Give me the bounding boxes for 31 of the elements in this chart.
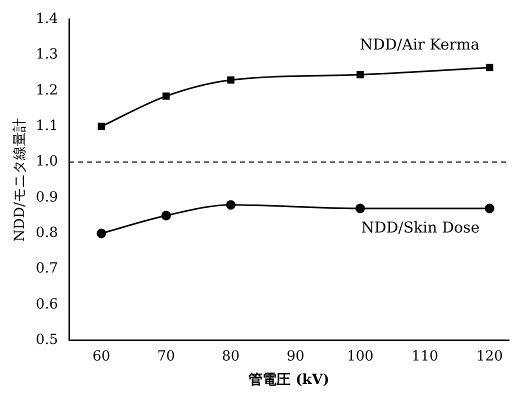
x-tick-label: 60 bbox=[92, 348, 110, 364]
point bbox=[486, 64, 494, 72]
x-tick-label: 120 bbox=[476, 348, 503, 364]
y-tick-label: 1.0 bbox=[36, 154, 58, 170]
x-tick-label: 70 bbox=[157, 348, 176, 364]
y-tick-label: 1.2 bbox=[36, 82, 58, 98]
y-tick-label: 0.9 bbox=[36, 189, 58, 206]
y-axis-title: NDD/モニタ線量計 bbox=[12, 118, 28, 242]
y-tick-label: 1.3 bbox=[36, 46, 58, 63]
point bbox=[227, 76, 234, 84]
point bbox=[356, 71, 364, 78]
y-tick-label: 0.5 bbox=[36, 332, 58, 348]
y-tick-label: 0.6 bbox=[36, 296, 58, 312]
point bbox=[226, 200, 236, 210]
x-tick-label: 90 bbox=[286, 348, 304, 364]
point bbox=[484, 204, 494, 214]
point bbox=[98, 122, 106, 130]
series-label: NDD/Air Kerma bbox=[360, 35, 480, 54]
y-tick-label: 1.4 bbox=[36, 11, 58, 28]
point bbox=[96, 228, 106, 238]
y-tick-label: 0.8 bbox=[36, 225, 58, 242]
y-tick-label: 1.1 bbox=[36, 118, 58, 134]
x-tick-label: 110 bbox=[412, 348, 438, 364]
point bbox=[355, 204, 365, 214]
point bbox=[161, 210, 171, 220]
y-tick-label: 0.7 bbox=[36, 260, 58, 277]
x-tick-label: 100 bbox=[346, 348, 374, 364]
x-axis-title: 管電圧 (kV) bbox=[248, 372, 330, 388]
series-label: NDD/Skin Dose bbox=[361, 218, 480, 236]
point bbox=[162, 92, 170, 100]
x-tick-label: 80 bbox=[222, 348, 240, 364]
